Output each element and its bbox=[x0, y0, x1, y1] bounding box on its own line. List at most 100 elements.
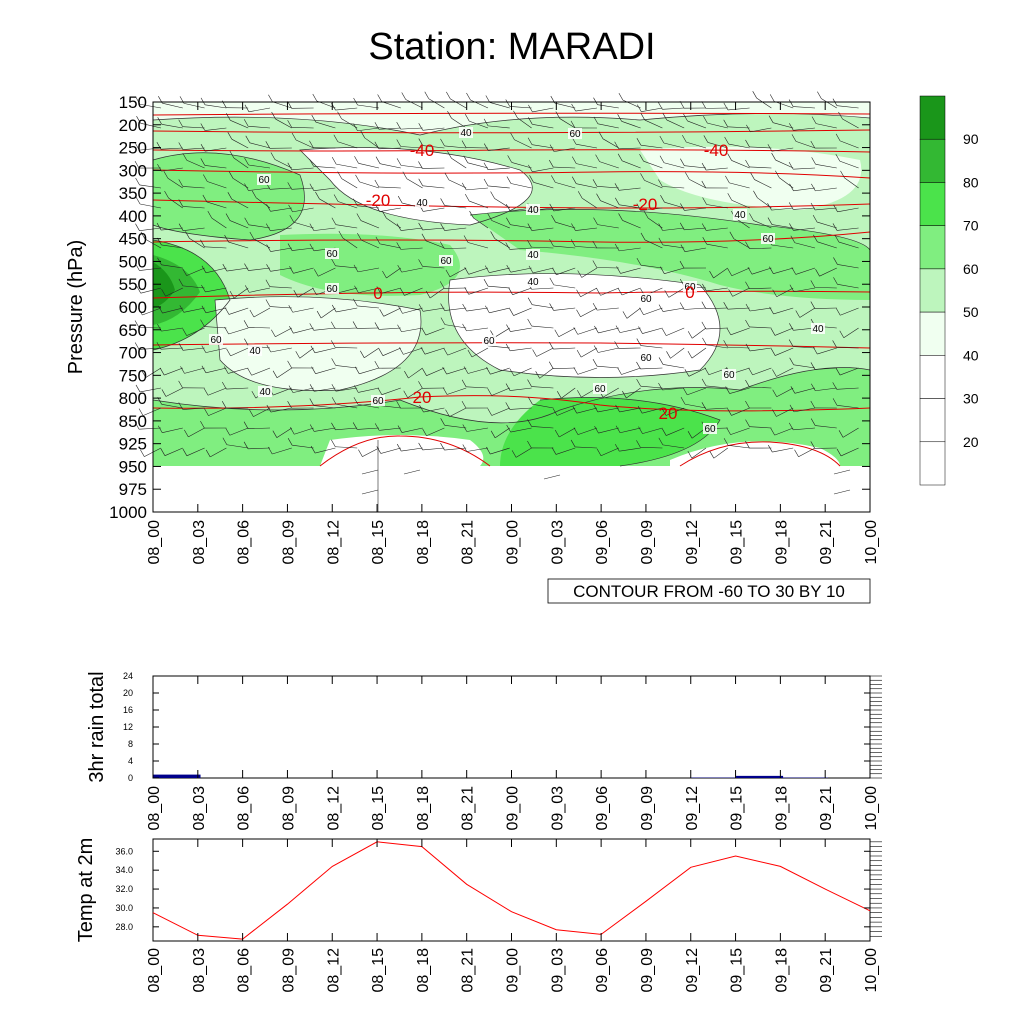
wind-barb-flag bbox=[811, 116, 817, 124]
wind-barb bbox=[819, 267, 837, 277]
wind-barb bbox=[230, 347, 249, 357]
wind-barb-flag bbox=[288, 385, 294, 393]
svg-text:40: 40 bbox=[416, 198, 428, 209]
wind-barb-flag bbox=[769, 306, 774, 315]
colorbar-label: 30 bbox=[963, 391, 979, 407]
wind-barb bbox=[183, 307, 205, 313]
wind-barb bbox=[686, 141, 707, 149]
wind-barb-flag bbox=[747, 267, 753, 275]
wind-barb bbox=[276, 367, 292, 379]
wind-barb bbox=[795, 141, 816, 149]
wind-barb-flag bbox=[352, 422, 358, 430]
wind-barb bbox=[554, 102, 576, 109]
x-tick-label: 09_15 bbox=[729, 786, 746, 831]
wind-barb bbox=[467, 242, 489, 249]
wind-barb-flag bbox=[357, 232, 362, 241]
svg-text:60: 60 bbox=[762, 234, 774, 245]
wind-barb bbox=[379, 427, 401, 431]
wind-barb bbox=[162, 102, 183, 109]
wind-barb bbox=[836, 387, 859, 390]
wind-barb bbox=[139, 103, 162, 109]
wind-barb-flag bbox=[616, 266, 621, 274]
wind-barb bbox=[662, 444, 685, 449]
wind-barb-flag bbox=[466, 92, 471, 101]
wind-barb bbox=[815, 164, 837, 169]
wind-barb-flag bbox=[592, 260, 598, 268]
wind-barb bbox=[706, 227, 728, 231]
wind-barbs bbox=[134, 91, 859, 512]
wind-barb-flag bbox=[596, 448, 602, 456]
wind-barb-flag bbox=[227, 132, 233, 140]
wind-barb bbox=[186, 447, 205, 457]
wind-barb-flag bbox=[244, 104, 250, 112]
wind-barb bbox=[666, 119, 685, 129]
wind-barb bbox=[380, 287, 401, 294]
x-tick-label: 08_15 bbox=[370, 520, 387, 565]
humidity-contour-label: 60 bbox=[593, 383, 607, 395]
wind-barb-flag bbox=[745, 303, 751, 312]
wind-barb bbox=[577, 427, 598, 435]
x-tick-label: 10_00 bbox=[863, 786, 880, 831]
wind-barb-flag bbox=[309, 384, 315, 392]
wind-barb bbox=[774, 427, 794, 436]
contour-line bbox=[539, 397, 721, 467]
wind-barb bbox=[291, 247, 314, 251]
wind-barb bbox=[184, 367, 205, 374]
wind-barb bbox=[774, 327, 794, 336]
wind-barb bbox=[487, 167, 510, 171]
wind-barb bbox=[773, 307, 794, 315]
wind-barb-flag bbox=[396, 121, 401, 130]
wind-barb bbox=[248, 107, 271, 113]
wind-barb-flag bbox=[418, 381, 423, 389]
x-tick-label: 09_12 bbox=[684, 520, 701, 565]
wind-barb bbox=[205, 347, 227, 353]
wind-barb-flag bbox=[789, 323, 794, 331]
wind-barb-flag bbox=[420, 347, 426, 355]
wind-barb bbox=[357, 205, 380, 209]
wind-barb-flag bbox=[396, 400, 401, 409]
wind-barb bbox=[139, 147, 162, 151]
wind-barb-flag bbox=[506, 324, 511, 332]
wind-barb-flag bbox=[244, 338, 249, 346]
wind-barb bbox=[139, 203, 162, 209]
wind-barb-flag bbox=[702, 197, 707, 205]
wind-barb-flag bbox=[790, 386, 796, 394]
wind-barb-flag bbox=[701, 301, 707, 309]
wind-barb-flag bbox=[810, 362, 816, 370]
wind-barb bbox=[248, 267, 271, 271]
wind-barb-flag bbox=[505, 203, 511, 212]
x-tick-label: 10_00 bbox=[863, 948, 880, 993]
wind-barb bbox=[139, 184, 162, 189]
wind-barb-flag bbox=[835, 308, 841, 316]
wind-barb bbox=[732, 287, 750, 297]
wind-barb-flag bbox=[243, 320, 249, 328]
wind-barb-flag bbox=[833, 277, 838, 285]
wind-barb bbox=[182, 186, 205, 189]
wind-barb bbox=[422, 266, 445, 269]
x-tick-label: 09_03 bbox=[549, 948, 566, 993]
x-tick-label: 08_00 bbox=[146, 948, 163, 993]
wind-barb-flag bbox=[709, 270, 714, 279]
wind-barb bbox=[489, 102, 510, 109]
wind-barb bbox=[425, 240, 445, 249]
wind-barb-flag bbox=[577, 191, 583, 199]
wind-barb bbox=[451, 117, 467, 129]
wind-barb-flag bbox=[244, 285, 250, 293]
temperature-line bbox=[152, 841, 871, 940]
wind-barb-flag bbox=[506, 265, 511, 273]
wind-barb-flag bbox=[723, 102, 729, 111]
wind-barb-flag bbox=[462, 323, 467, 332]
wind-barb-flag bbox=[838, 430, 844, 438]
wind-barb bbox=[186, 159, 205, 169]
wind-barb-flag bbox=[535, 371, 540, 379]
rain-y-tick-label: 4 bbox=[128, 756, 133, 766]
wind-barb bbox=[167, 178, 183, 189]
wind-barb bbox=[619, 327, 641, 333]
wind-barb bbox=[313, 227, 336, 231]
wind-barb bbox=[749, 326, 772, 329]
wind-barb bbox=[206, 201, 227, 209]
wind-barb-flag bbox=[424, 91, 430, 99]
wind-barb bbox=[341, 118, 358, 129]
wind-barb-flag bbox=[396, 158, 402, 166]
temp-contour bbox=[152, 129, 871, 134]
